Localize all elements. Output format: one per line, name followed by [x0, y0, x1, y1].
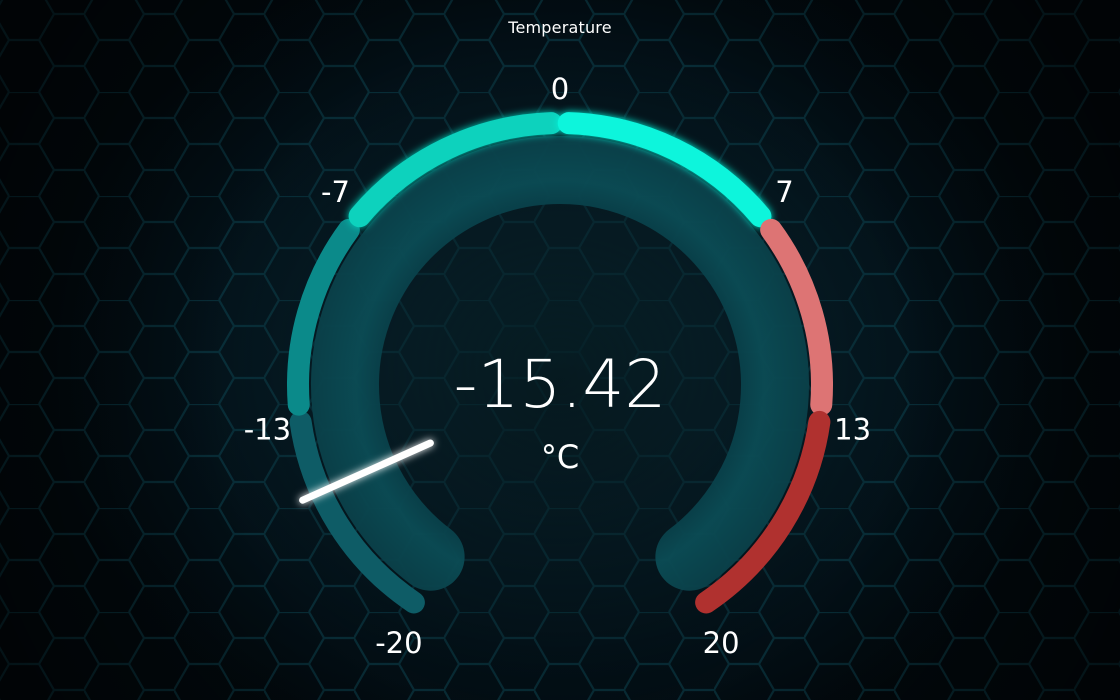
tick-label: 0: [551, 72, 569, 106]
tick-label: -20: [375, 626, 422, 660]
gauge-track: [311, 136, 809, 591]
gauge-needle: [299, 439, 434, 504]
gauge-band-4: [557, 112, 772, 228]
tick-label: -7: [321, 175, 350, 209]
tick-label: -13: [244, 413, 291, 447]
tick-label: 7: [775, 175, 793, 209]
gauge-band-5: [760, 218, 833, 416]
tick-label: 13: [834, 413, 871, 447]
gauge-band-6: [695, 410, 831, 614]
unit-label: °C: [540, 438, 580, 476]
gauge-title: Temperature: [508, 18, 612, 37]
gauge-band-1: [289, 410, 425, 614]
gauge-band-3: [348, 112, 563, 228]
tick-label: 20: [703, 626, 740, 660]
value-readout: -15.42: [453, 346, 667, 423]
gauge-band-2: [287, 218, 360, 416]
